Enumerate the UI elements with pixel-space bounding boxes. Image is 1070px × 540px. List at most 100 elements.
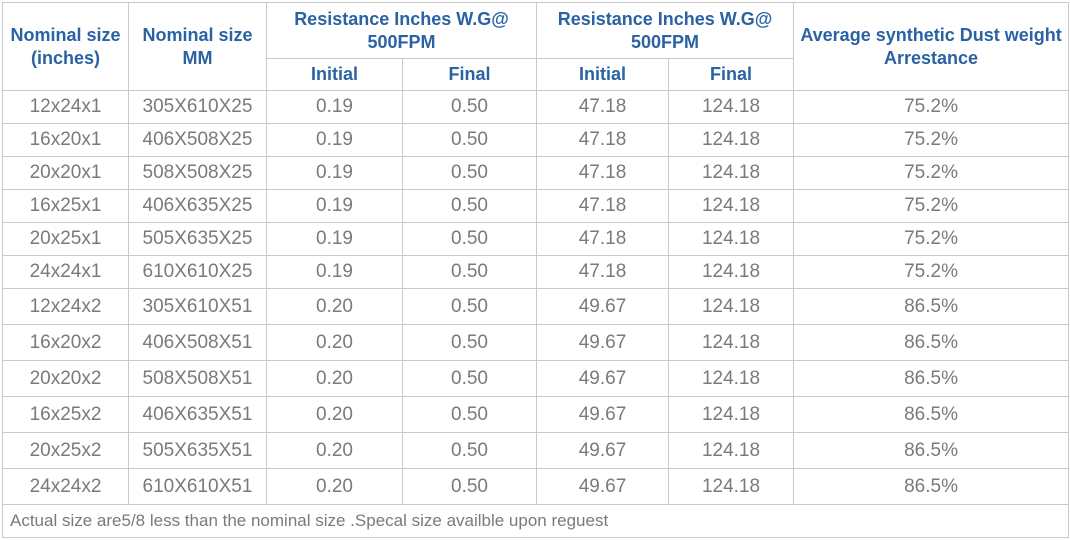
cell-final-2: 124.18 <box>668 123 795 157</box>
cell-final-1: 0.50 <box>401 90 538 124</box>
cell-initial-2: 49.67 <box>536 432 670 469</box>
cell-final-2: 124.18 <box>668 156 795 190</box>
cell-initial-2: 47.18 <box>536 222 670 256</box>
cell-final-2: 124.18 <box>668 468 795 505</box>
cell-nominal-inches: 12x24x1 <box>2 90 129 124</box>
cell-initial-1: 0.20 <box>266 432 403 469</box>
cell-arrestance: 75.2% <box>793 255 1070 289</box>
header-nominal-mm: Nominal size MM <box>128 2 267 91</box>
cell-final-1: 0.50 <box>401 288 538 325</box>
cell-nominal-mm: 505X635X25 <box>128 222 267 256</box>
table-row: 12x24x2 305X610X51 0.20 0.50 49.67 124.1… <box>2 288 1070 325</box>
cell-nominal-mm: 508X508X25 <box>128 156 267 190</box>
cell-arrestance: 86.5% <box>793 396 1070 433</box>
cell-nominal-inches: 16x25x1 <box>2 189 129 223</box>
cell-final-1: 0.50 <box>401 324 538 361</box>
cell-final-2: 124.18 <box>668 360 795 397</box>
table-row: 16x25x2 406X635X51 0.20 0.50 49.67 124.1… <box>2 396 1070 433</box>
cell-initial-1: 0.20 <box>266 324 403 361</box>
cell-final-2: 124.18 <box>668 288 795 325</box>
table-row: 20x20x2 508X508X51 0.20 0.50 49.67 124.1… <box>2 360 1070 397</box>
cell-nominal-inches: 20x25x2 <box>2 432 129 469</box>
cell-initial-1: 0.19 <box>266 90 403 124</box>
cell-final-2: 124.18 <box>668 396 795 433</box>
header-final-1: Final <box>401 58 538 91</box>
cell-nominal-inches: 16x20x2 <box>2 324 129 361</box>
header-resistance-group-2: Resistance Inches W.G@ 500FPM <box>536 2 795 59</box>
cell-initial-1: 0.19 <box>266 189 403 223</box>
cell-nominal-mm: 305X610X51 <box>128 288 267 325</box>
header-row-top: Nominal size (inches) Nominal size MM Re… <box>2 2 1070 91</box>
cell-initial-1: 0.20 <box>266 468 403 505</box>
cell-arrestance: 75.2% <box>793 90 1070 124</box>
cell-final-1: 0.50 <box>401 255 538 289</box>
table-footnote: Actual size are5/8 less than the nominal… <box>1 504 1070 538</box>
cell-nominal-inches: 16x25x2 <box>2 396 129 433</box>
cell-nominal-inches: 24x24x1 <box>2 255 129 289</box>
cell-nominal-mm: 610X610X25 <box>128 255 267 289</box>
cell-arrestance: 86.5% <box>793 288 1070 325</box>
cell-initial-2: 47.18 <box>536 156 670 190</box>
table-row: 16x25x1 406X635X25 0.19 0.50 47.18 124.1… <box>2 189 1070 223</box>
cell-initial-1: 0.19 <box>266 222 403 256</box>
cell-arrestance: 75.2% <box>793 222 1070 256</box>
cell-arrestance: 75.2% <box>793 156 1070 190</box>
cell-arrestance: 86.5% <box>793 432 1070 469</box>
cell-nominal-mm: 406X508X25 <box>128 123 267 157</box>
cell-nominal-mm: 406X635X25 <box>128 189 267 223</box>
header-final-2: Final <box>668 58 795 91</box>
header-resistance-group-1: Resistance Inches W.G@ 500FPM <box>265 2 538 59</box>
cell-nominal-mm: 505X635X51 <box>128 432 267 469</box>
cell-nominal-inches: 20x25x1 <box>2 222 129 256</box>
cell-arrestance: 86.5% <box>793 324 1070 361</box>
cell-final-1: 0.50 <box>401 432 538 469</box>
cell-nominal-inches: 12x24x2 <box>2 288 129 325</box>
cell-final-2: 124.18 <box>668 90 795 124</box>
cell-initial-1: 0.20 <box>266 360 403 397</box>
cell-final-1: 0.50 <box>401 222 538 256</box>
cell-arrestance: 75.2% <box>793 123 1070 157</box>
cell-final-2: 124.18 <box>668 189 795 223</box>
cell-nominal-inches: 16x20x1 <box>2 123 129 157</box>
header-initial-2: Initial <box>536 58 670 91</box>
table-row: 16x20x1 406X508X25 0.19 0.50 47.18 124.1… <box>2 123 1070 157</box>
table-row: 20x25x2 505X635X51 0.20 0.50 49.67 124.1… <box>2 432 1070 469</box>
cell-initial-2: 47.18 <box>536 90 670 124</box>
cell-arrestance: 86.5% <box>793 360 1070 397</box>
header-initial-1: Initial <box>266 58 403 91</box>
cell-nominal-inches: 20x20x2 <box>2 360 129 397</box>
cell-nominal-mm: 406X635X51 <box>128 396 267 433</box>
cell-final-2: 124.18 <box>668 324 795 361</box>
cell-final-2: 124.18 <box>668 222 795 256</box>
cell-initial-2: 49.67 <box>536 288 670 325</box>
cell-initial-2: 49.67 <box>536 360 670 397</box>
cell-final-1: 0.50 <box>401 468 538 505</box>
cell-final-1: 0.50 <box>401 156 538 190</box>
cell-initial-2: 49.67 <box>536 324 670 361</box>
header-nominal-inches: Nominal size (inches) <box>2 2 129 91</box>
cell-initial-1: 0.20 <box>266 288 403 325</box>
note-row: Actual size are5/8 less than the nominal… <box>1 504 1070 538</box>
cell-nominal-inches: 24x24x2 <box>2 468 129 505</box>
table-row: 16x20x2 406X508X51 0.20 0.50 49.67 124.1… <box>2 324 1070 361</box>
cell-final-2: 124.18 <box>668 432 795 469</box>
table-row: 20x20x1 508X508X25 0.19 0.50 47.18 124.1… <box>2 156 1070 190</box>
cell-final-1: 0.50 <box>401 123 538 157</box>
cell-final-1: 0.50 <box>401 396 538 433</box>
table-row: 12x24x1 305X610X25 0.19 0.50 47.18 124.1… <box>2 90 1070 124</box>
cell-arrestance: 75.2% <box>793 189 1070 223</box>
cell-nominal-mm: 305X610X25 <box>128 90 267 124</box>
cell-initial-2: 49.67 <box>536 468 670 505</box>
cell-initial-1: 0.19 <box>266 123 403 157</box>
cell-final-2: 124.18 <box>668 255 795 289</box>
cell-initial-1: 0.20 <box>266 396 403 433</box>
cell-arrestance: 86.5% <box>793 468 1070 505</box>
table-row: 24x24x1 610X610X25 0.19 0.50 47.18 124.1… <box>2 255 1070 289</box>
table-row: 24x24x2 610X610X51 0.20 0.50 49.67 124.1… <box>2 468 1070 505</box>
header-row-sub: Initial Final Initial Final <box>3 58 1069 91</box>
cell-initial-2: 47.18 <box>536 255 670 289</box>
cell-final-1: 0.50 <box>401 360 538 397</box>
cell-nominal-mm: 508X508X51 <box>128 360 267 397</box>
cell-initial-2: 47.18 <box>536 123 670 157</box>
